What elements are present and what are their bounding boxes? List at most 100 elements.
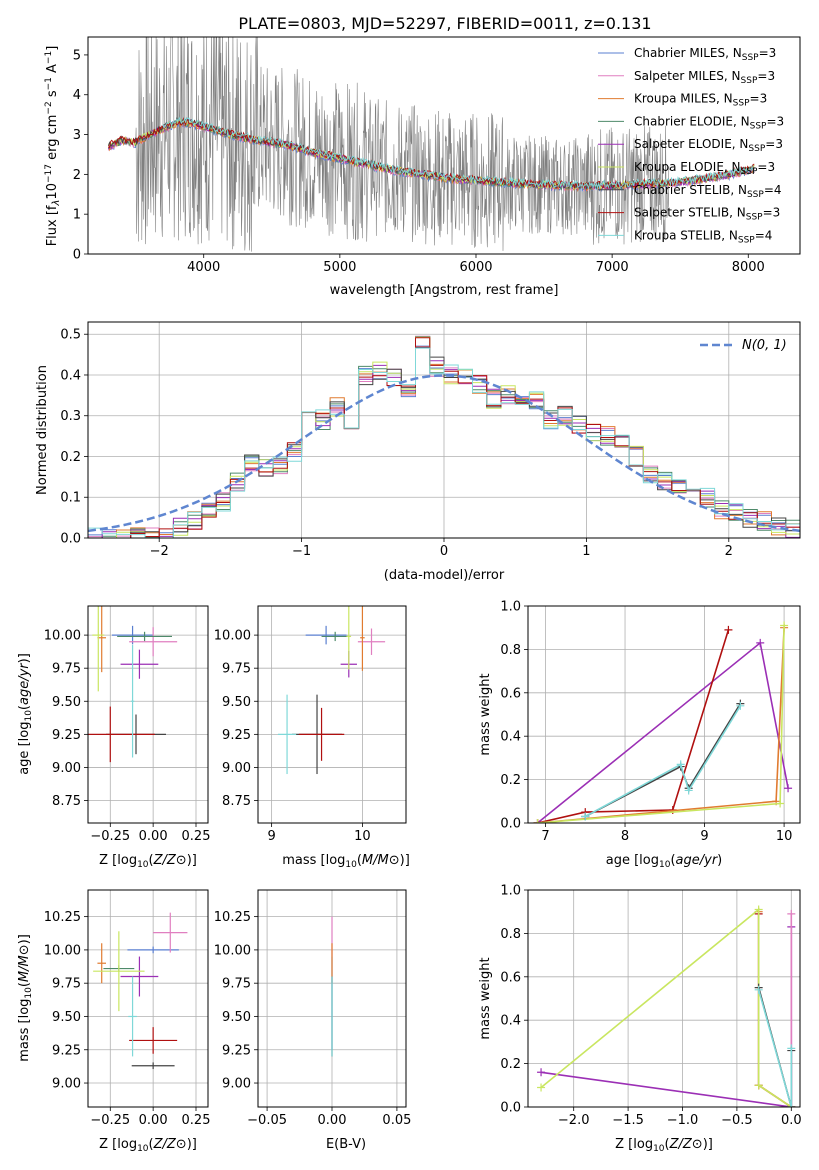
legend-label: Chabrier STELIB, NSSP=4: [634, 183, 782, 200]
panel-mass_weight_vs_age: 7 8 9 10 0.0 0.2 0.4 0.6 0.8 1.0 mass weight age [l…: [478, 600, 801, 870]
y-tick-label: 9.00: [52, 1077, 81, 1092]
mass-weight-line-2: [757, 913, 792, 1107]
panel-mass_vs_EBV: −0.05 0.00 0.05 9.00 9.25 9.50 9.75 10.00 10.25 E…: [214, 889, 411, 1152]
x-tick-label: 7000: [596, 260, 629, 275]
axes-frame: [527, 605, 801, 824]
plot-area: [528, 890, 800, 1107]
plot-area: [528, 606, 800, 823]
x-axis-label: Z [log10(Z/Z⊙)]: [615, 1137, 713, 1154]
x-tick-label: 0.0: [781, 1113, 802, 1128]
y-tick-label: 1.0: [500, 884, 521, 899]
y-tick-label: 8.75: [222, 794, 251, 809]
y-tick-label: 10.00: [214, 943, 251, 958]
y-tick-label: 1.0: [500, 600, 521, 615]
marker-plus: [581, 812, 590, 821]
mass-weight-line-4: [540, 907, 792, 1107]
x-tick-label: −0.25: [90, 1113, 130, 1128]
x-axis-label: E(B-V): [326, 1137, 366, 1152]
mass-weight-line-5: [584, 705, 742, 818]
model-spectrum-6: [107, 117, 755, 191]
spectrum-legend: Chabrier MILES, NSSP=3 Salpeter MILES, NS…: [598, 46, 784, 245]
y-tick-label: 0.3: [60, 409, 81, 424]
y-tick-label: 10.00: [44, 629, 81, 644]
y-tick-label: 9.25: [222, 1043, 251, 1058]
y-tick-label: 0.4: [500, 1014, 521, 1029]
legend-label: Kroupa ELODIE, NSSP=3: [634, 160, 775, 177]
y-tick-label: 0.6: [500, 970, 521, 985]
y-tick-label: 4: [73, 88, 81, 103]
y-tick-label: 1: [73, 208, 81, 223]
marker-plus: [533, 819, 542, 823]
legend-label: Salpeter ELODIE, NSSP=3: [634, 137, 783, 154]
mass-weight-line-1: [537, 629, 730, 823]
x-tick-label: 2: [725, 544, 733, 559]
marker-plus: [684, 786, 693, 795]
y-tick-label: 9.75: [52, 662, 81, 677]
y-axis-label: mass weight: [478, 957, 493, 1039]
y-axis-label: Normed distribution: [35, 365, 50, 495]
y-tick-label: 8.75: [52, 794, 81, 809]
x-tick-label: 10: [354, 829, 371, 844]
marker-plus: [784, 784, 793, 793]
plot-area: [88, 322, 800, 538]
y-axis-label: mass weight: [478, 673, 493, 755]
y-tick-label: 3: [73, 128, 81, 143]
x-axis-label: mass [log10(M/M⊙)]: [282, 853, 410, 870]
x-tick-label: −0.5: [721, 1113, 753, 1128]
x-axis-label: Z [log10(Z/Z⊙)]: [99, 853, 197, 870]
y-axis-label: mass [log10(M/M⊙)]: [17, 934, 34, 1062]
legend-label: Chabrier MILES, NSSP=3: [634, 46, 776, 63]
marker-plus: [736, 701, 745, 710]
x-tick-label: 0.25: [182, 1113, 211, 1128]
figure-title: PLATE=0803, MJD=52297, FIBERID=0011, z=0…: [238, 14, 651, 33]
x-tick-label: 10: [776, 829, 793, 844]
legend-label: Salpeter STELIB, NSSP=3: [634, 206, 780, 223]
x-tick-label: −2: [150, 544, 169, 559]
marker-plus: [754, 905, 763, 914]
y-tick-label: 0.4: [500, 730, 521, 745]
histogram-8: [88, 347, 800, 538]
plot-area: [258, 890, 406, 1107]
plot-area: [258, 606, 406, 823]
x-tick-label: 7: [541, 829, 549, 844]
x-tick-label: 0.00: [139, 829, 168, 844]
y-tick-label: 0.5: [60, 328, 81, 343]
y-tick-label: 10.25: [44, 910, 81, 925]
y-tick-label: 9.50: [222, 695, 251, 710]
x-tick-label: 0.25: [182, 829, 211, 844]
x-tick-label: 4000: [187, 260, 220, 275]
y-tick-label: 9.00: [222, 761, 251, 776]
y-tick-label: 0.2: [500, 773, 521, 788]
x-tick-label: 5000: [323, 260, 356, 275]
y-tick-label: 9.25: [52, 1043, 81, 1058]
x-tick-label: 0.05: [382, 1113, 411, 1128]
mass-weight-line-6: [757, 989, 793, 1107]
x-tick-label: −2.0: [558, 1113, 590, 1128]
y-tick-label: 9.25: [222, 728, 251, 743]
panel-residuals: −2 −1 0 1 2 0.0 0.1 0.2 0.3 0.4 0.5 N(0, 1) (data-mo…: [35, 321, 801, 583]
plot-area: [88, 890, 208, 1107]
y-tick-label: 0.0: [60, 532, 81, 547]
legend-label: N(0, 1): [742, 338, 787, 353]
x-tick-label: −0.25: [90, 829, 130, 844]
legend-label: Kroupa MILES, NSSP=3: [634, 92, 767, 109]
y-tick-label: 0.6: [500, 686, 521, 701]
y-tick-label: 2: [73, 168, 81, 183]
y-tick-label: 9.50: [52, 1010, 81, 1025]
x-axis-label: age [log10(age/yr): [606, 853, 723, 870]
y-tick-label: 0.0: [500, 817, 521, 832]
x-axis-label: (data-model)/error: [384, 568, 505, 583]
y-tick-label: 9.50: [52, 695, 81, 710]
y-tick-label: 0.4: [60, 368, 81, 383]
y-tick-label: 9.00: [222, 1077, 251, 1092]
panel-mass_weight_vs_Z: −2.0 −1.5 −1.0 −0.5 0.0 0.0 0.2 0.4 0.6 0.8 1.0 mas…: [478, 884, 802, 1155]
axes-frame: [87, 889, 209, 1108]
y-tick-label: 9.75: [222, 662, 251, 677]
y-tick-label: 10.00: [214, 629, 251, 644]
axes-frame: [87, 605, 209, 824]
y-axis-label: age [log10(age/yr)]: [17, 653, 34, 775]
marker-plus: [537, 1083, 546, 1092]
model-spectrum-8: [162, 116, 755, 190]
x-axis-label: Z [log10(Z/Z⊙)]: [99, 1137, 197, 1154]
